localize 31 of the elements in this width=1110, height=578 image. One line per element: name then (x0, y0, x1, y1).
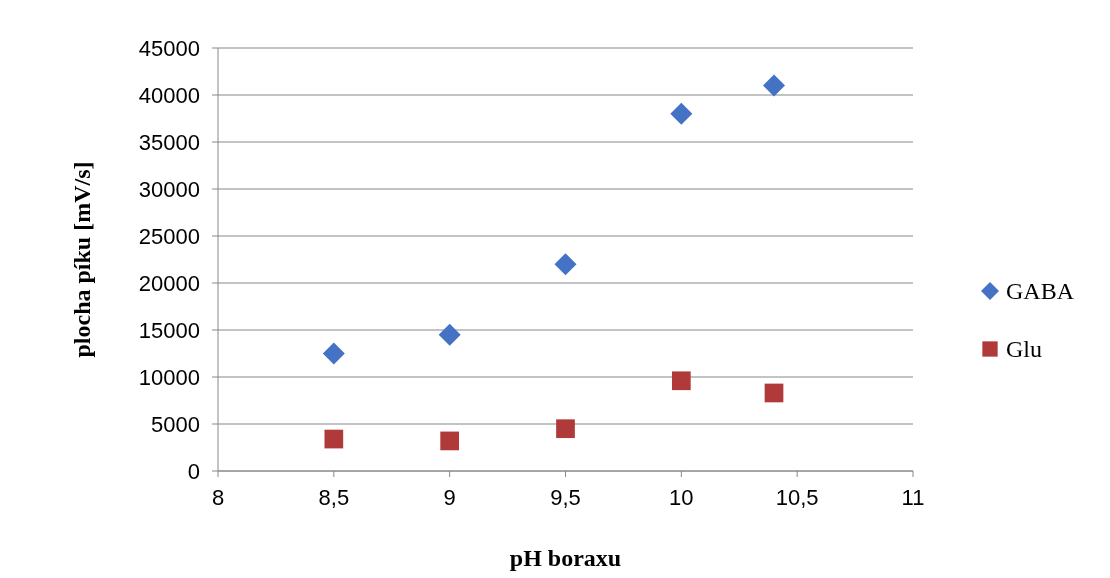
x-tick-label: 10 (669, 485, 694, 510)
y-axis-title: plocha píku [mV/s] (69, 161, 95, 358)
y-tick-label: 0 (187, 458, 200, 484)
x-axis-title: pH boraxu (509, 545, 622, 571)
point (440, 431, 460, 451)
point (764, 383, 784, 403)
y-tick-label: 10000 (138, 364, 200, 390)
legend-label: GABA (1006, 278, 1075, 305)
y-tick-label: 45000 (138, 35, 200, 61)
point (324, 429, 344, 449)
legend-label: Glu (1006, 336, 1042, 363)
point (322, 342, 345, 365)
x-tick-label: 8 (211, 485, 225, 510)
y-tick-label: 30000 (138, 176, 200, 202)
y-tick-label: 40000 (138, 82, 200, 108)
x-tick-label: 9,5 (550, 485, 581, 510)
y-tick-label: 15000 (138, 317, 200, 343)
point (670, 102, 693, 125)
point (554, 253, 577, 276)
x-tick-label: 11 (901, 485, 925, 510)
y-tick-label: 35000 (138, 129, 200, 155)
point (763, 74, 785, 97)
y-tick-label: 20000 (138, 270, 200, 296)
point (438, 323, 461, 346)
point (671, 371, 691, 391)
x-tick-label: 8,5 (318, 485, 350, 510)
point (556, 419, 575, 439)
x-tick-label: 9 (443, 485, 456, 510)
y-tick-label: 5000 (151, 411, 200, 437)
x-tick-label: 10,5 (775, 485, 819, 510)
y-tick-label: 25000 (138, 223, 200, 249)
